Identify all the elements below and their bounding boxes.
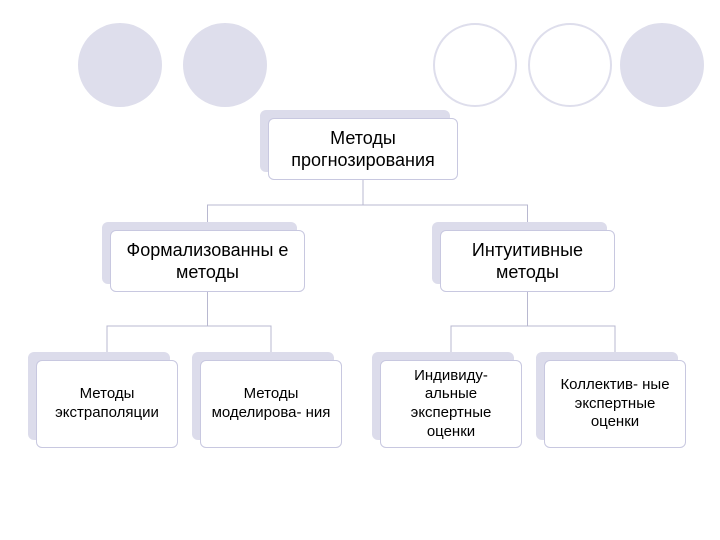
node-label: Индивиду- альные экспертные оценки <box>389 367 513 442</box>
node-root: Методы прогнозирования <box>268 118 458 180</box>
node-left: Формализованны е методы <box>110 230 305 292</box>
node-leaf1: Методы экстраполяции <box>36 360 178 448</box>
node-label: Интуитивные методы <box>449 239 606 284</box>
node-leaf2: Методы моделирова- ния <box>200 360 342 448</box>
node-leaf4: Коллектив- ные экспертные оценки <box>544 360 686 448</box>
connector <box>451 292 528 360</box>
node-label: Методы экстраполяции <box>45 385 169 423</box>
node-right: Интуитивные методы <box>440 230 615 292</box>
node-label: Формализованны е методы <box>119 239 296 284</box>
connector <box>528 292 616 360</box>
decorative-circle <box>528 23 612 107</box>
node-label: Методы моделирова- ния <box>209 385 333 423</box>
decorative-circle <box>183 23 267 107</box>
connector <box>208 292 272 360</box>
node-leaf3: Индивиду- альные экспертные оценки <box>380 360 522 448</box>
decorative-circle <box>78 23 162 107</box>
connector <box>107 292 208 360</box>
node-label: Методы прогнозирования <box>277 127 449 172</box>
decorative-circle <box>433 23 517 107</box>
decorative-circle <box>620 23 704 107</box>
node-label: Коллектив- ные экспертные оценки <box>553 376 677 432</box>
